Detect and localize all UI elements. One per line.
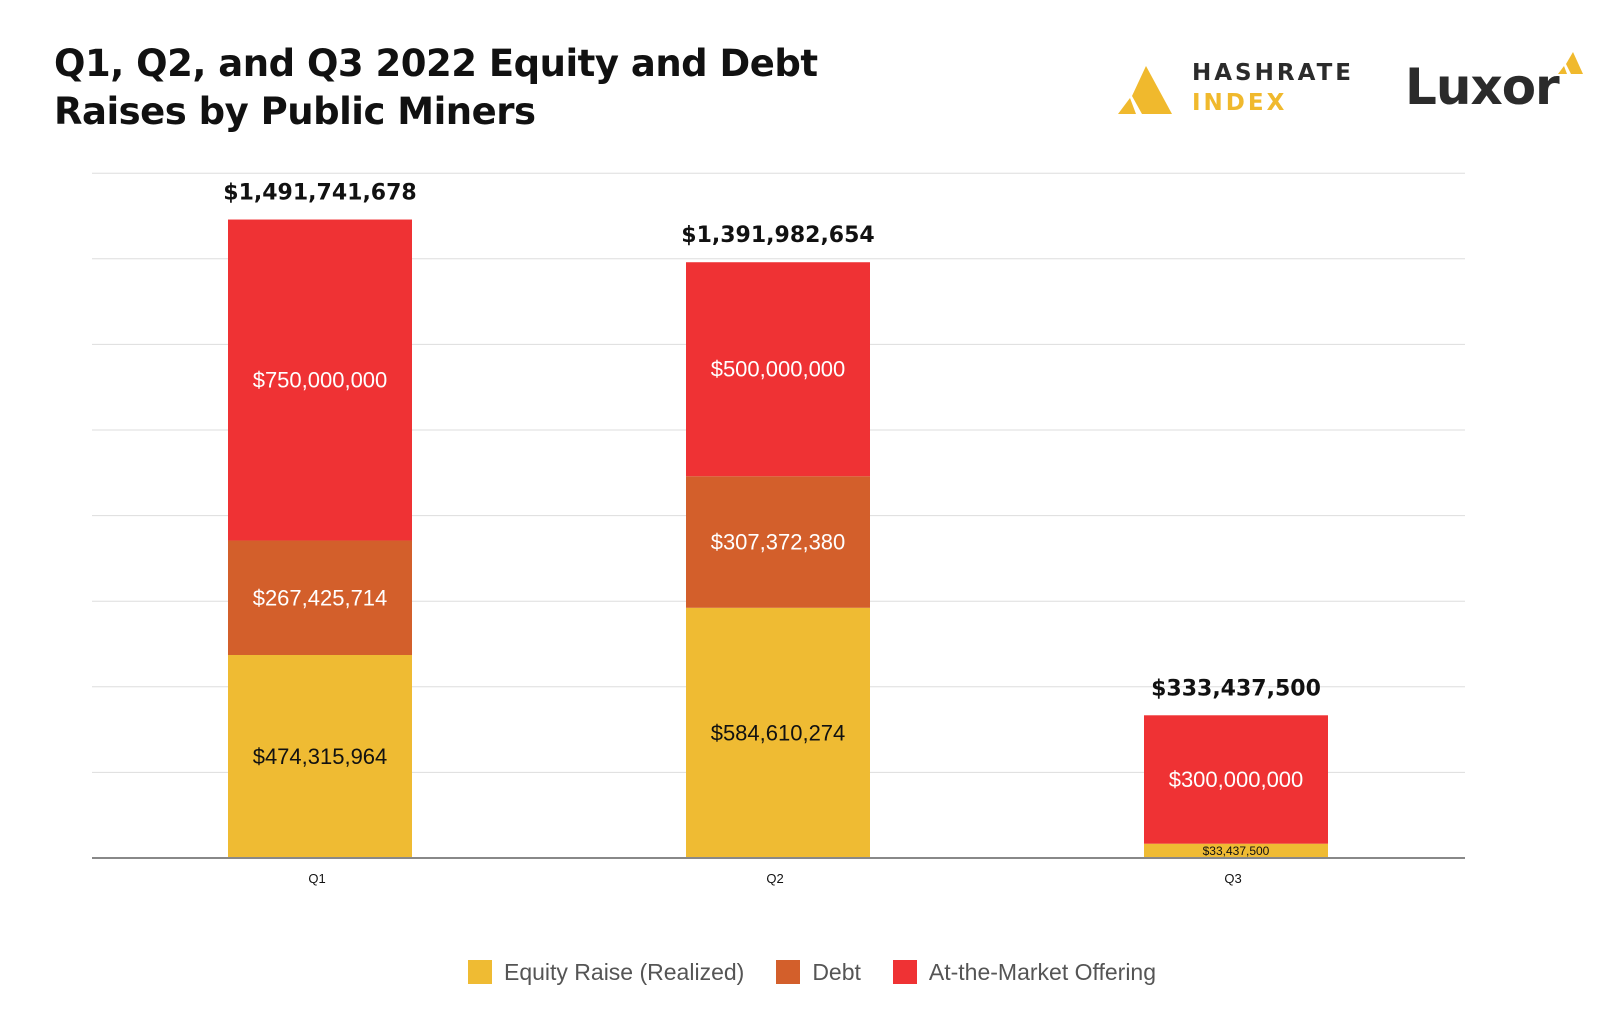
legend-item-debt: Debt <box>776 959 861 986</box>
hashrate-logo-line-1: HASHRATE <box>1192 60 1354 86</box>
hashrate-logo-line-2: INDEX <box>1192 90 1288 116</box>
hashrate-index-logo: HASHRATE INDEX <box>1110 58 1360 128</box>
data-label-equity-q1: $474,315,964 <box>253 744 388 769</box>
legend-item-equity: Equity Raise (Realized) <box>467 958 745 986</box>
bar-atm-q3 <box>1144 715 1328 844</box>
legend-swatch-equity <box>467 960 492 984</box>
bar-equity-q2 <box>686 607 870 858</box>
legend-swatch-atm <box>892 960 917 984</box>
legend-item-atm: At-the-Market Offering <box>892 958 1157 986</box>
legend-label-debt: Debt <box>812 958 861 985</box>
bar-debt-q2 <box>686 476 870 608</box>
legend-label-atm: At-the-Market Offering <box>928 958 1157 985</box>
legend-swatch-debt <box>776 960 801 984</box>
bar-debt-q1 <box>228 540 412 655</box>
luxor-logo-text: Luxor <box>1405 58 1560 116</box>
luxor-logo: Luxor <box>1405 52 1583 122</box>
data-label-atm-q3: $300,000,000 <box>1169 767 1304 792</box>
bar-equity-q3 <box>1144 843 1328 858</box>
stacked-bar-chart: $474,315,964 $267,425,714 $750,000,000 $1,4… <box>92 172 1465 886</box>
chart-title-line-1: Q1, Q2, and Q3 2022 Equity and Debt <box>54 42 818 85</box>
data-label-equity-q3: $33,437,500 <box>1203 844 1270 858</box>
x-tick-label-q2: Q2 <box>766 871 783 886</box>
total-label-q3: $333,437,500 <box>1151 676 1321 701</box>
legend: Equity Raise (Realized) Debt At-the-Mark… <box>0 955 1624 989</box>
legend-label-equity: Equity Raise (Realized) <box>503 958 745 985</box>
x-tick-label-q3: Q3 <box>1224 871 1241 886</box>
bar-atm-q1 <box>228 219 412 541</box>
data-label-debt-q2: $307,372,380 <box>711 530 846 555</box>
data-label-atm-q1: $750,000,000 <box>253 368 388 393</box>
total-label-q1: $1,491,741,678 <box>223 181 416 206</box>
hashrate-index-icon <box>1118 66 1172 114</box>
chart-title: Q1, Q2, and Q3 2022 Equity and Debt Rais… <box>54 40 954 136</box>
data-label-debt-q1: $267,425,714 <box>253 585 388 610</box>
bar-atm-q2 <box>686 262 870 477</box>
bar-equity-q1 <box>228 654 412 858</box>
x-tick-label-q1: Q1 <box>308 871 325 886</box>
data-label-equity-q2: $584,610,274 <box>711 720 846 745</box>
chart-title-line-2: Raises by Public Miners <box>54 90 536 133</box>
data-label-atm-q2: $500,000,000 <box>711 357 846 382</box>
total-label-q2: $1,391,982,654 <box>681 223 874 248</box>
luxor-mark-icon <box>1558 52 1583 74</box>
